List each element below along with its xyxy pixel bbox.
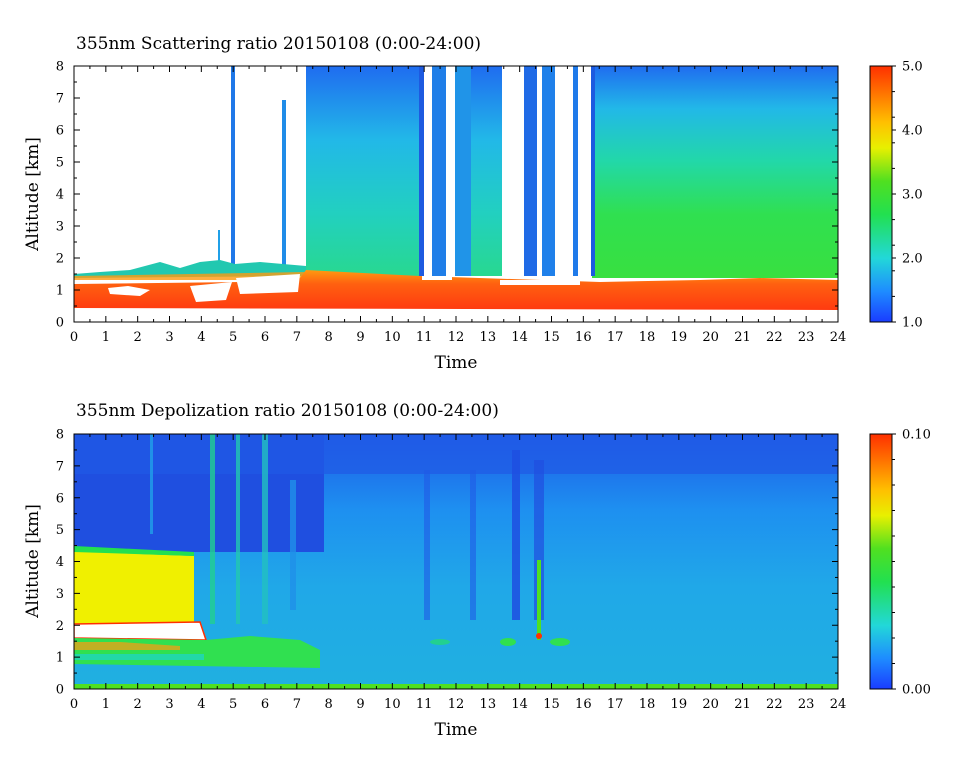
- x-tick-label: 19: [671, 330, 688, 345]
- x-axis-label: Time: [435, 720, 478, 740]
- x-tick-label: 16: [575, 330, 592, 345]
- x-tick-label: 8: [325, 330, 333, 345]
- depolarization-ratio-panel: 355nm Depolization ratio 20150108 (0:00-…: [23, 401, 931, 740]
- x-tick-label: 18: [639, 330, 656, 345]
- x-tick-label: 4: [197, 697, 205, 712]
- x-tick-label: 7: [293, 330, 301, 345]
- x-tick-label: 24: [830, 697, 847, 712]
- x-tick-label: 17: [607, 330, 624, 345]
- x-tick-label: 10: [384, 697, 401, 712]
- y-axis-label: Altitude [km]: [23, 504, 43, 619]
- colorbar-tick-label: 1.0: [902, 316, 923, 331]
- x-tick-label: 21: [734, 697, 751, 712]
- colorbar: 1.0 2.0 3.0 4.0 5.0: [869, 60, 923, 331]
- colorbar-scale: [869, 433, 893, 690]
- chart-title: 355nm Depolization ratio 20150108 (0:00-…: [76, 401, 499, 421]
- y-tick-label: 0: [56, 683, 64, 698]
- y-tick-label: 2: [56, 619, 64, 634]
- colorbar-tick-label: 4.0: [902, 124, 923, 139]
- x-tick-label: 14: [511, 330, 528, 345]
- x-tick-label: 1: [102, 697, 110, 712]
- x-tick-label: 20: [702, 330, 719, 345]
- x-tick-label: 22: [766, 330, 783, 345]
- x-tick-label: 16: [575, 697, 592, 712]
- x-tick-label: 9: [356, 697, 364, 712]
- colorbar-ticks: 1.0 2.0 3.0 4.0 5.0: [892, 60, 923, 331]
- x-tick-label: 6: [261, 330, 269, 345]
- axes: 0 1 2 3 4 5 6 7 8 9 10 11 12 13 14 15 16 17 18 19 20 21 22 23 24…: [56, 60, 847, 346]
- y-tick-label: 7: [56, 459, 64, 474]
- colorbar-tick-label: 3.0: [902, 188, 923, 203]
- x-tick-label: 15: [543, 330, 560, 345]
- x-tick-label: 11: [416, 697, 433, 712]
- x-tick-label: 13: [480, 697, 497, 712]
- y-tick-label: 0: [56, 316, 64, 331]
- x-tick-label: 20: [702, 697, 719, 712]
- colorbar-ticks: 0.00 0.10: [892, 428, 931, 698]
- x-axis-label: Time: [435, 353, 478, 373]
- colorbar-tick-label: 5.0: [902, 60, 923, 75]
- x-tick-label: 22: [766, 697, 783, 712]
- axes: 0 1 2 3 4 5 6 7 8 9 10 11 12 13 14 15 16 17 18 19 20 21 22 23 24…: [56, 428, 847, 713]
- y-tick-label: 1: [56, 651, 64, 666]
- heatmap-field: [74, 66, 838, 322]
- scattering-ratio-panel: 355nm Scattering ratio 20150108 (0:00-24…: [23, 34, 923, 373]
- x-tick-label: 14: [511, 697, 528, 712]
- y-tick-label: 6: [56, 124, 64, 139]
- x-tick-label: 8: [325, 697, 333, 712]
- colorbar-scale: [869, 65, 893, 323]
- x-tick-label: 23: [798, 697, 815, 712]
- colorbar: 0.00 0.10: [869, 428, 931, 698]
- x-tick-label: 23: [798, 330, 815, 345]
- x-tick-label: 10: [384, 330, 401, 345]
- x-tick-label: 24: [830, 330, 847, 345]
- y-tick-label: 5: [56, 523, 64, 538]
- y-tick-label: 4: [56, 188, 64, 203]
- x-tick-label: 18: [639, 697, 656, 712]
- x-tick-label: 0: [70, 330, 78, 345]
- x-tick-label: 13: [480, 330, 497, 345]
- colorbar-tick-label: 0.00: [902, 683, 931, 698]
- x-tick-label: 5: [229, 330, 237, 345]
- x-tick-label: 19: [671, 697, 688, 712]
- x-tick-label: 5: [229, 697, 237, 712]
- y-tick-label: 8: [56, 60, 64, 75]
- x-tick-label: 0: [70, 697, 78, 712]
- x-tick-label: 1: [102, 330, 110, 345]
- y-tick-label: 8: [56, 428, 64, 443]
- x-tick-label: 12: [448, 697, 465, 712]
- x-tick-label: 2: [134, 330, 142, 345]
- y-tick-label: 7: [56, 92, 64, 107]
- y-tick-label: 3: [56, 587, 64, 602]
- heatmap-field: [74, 434, 838, 689]
- x-tick-label: 15: [543, 697, 560, 712]
- x-tick-label: 2: [134, 697, 142, 712]
- x-tick-label: 6: [261, 697, 269, 712]
- colorbar-tick-label: 2.0: [902, 252, 923, 267]
- x-tick-label: 17: [607, 697, 624, 712]
- x-tick-label: 9: [356, 330, 364, 345]
- y-axis-label: Altitude [km]: [23, 137, 43, 252]
- y-tick-label: 2: [56, 252, 64, 267]
- x-tick-label: 21: [734, 330, 751, 345]
- x-tick-label: 3: [165, 697, 173, 712]
- y-tick-label: 1: [56, 284, 64, 299]
- colorbar-tick-label: 0.10: [902, 428, 931, 443]
- y-tick-label: 6: [56, 491, 64, 506]
- y-tick-label: 4: [56, 555, 64, 570]
- x-tick-label: 12: [448, 330, 465, 345]
- x-tick-label: 4: [197, 330, 205, 345]
- x-tick-label: 11: [416, 330, 433, 345]
- chart-title: 355nm Scattering ratio 20150108 (0:00-24…: [76, 34, 481, 54]
- y-tick-label: 5: [56, 156, 64, 171]
- y-tick-label: 3: [56, 220, 64, 235]
- x-tick-label: 7: [293, 697, 301, 712]
- x-tick-label: 3: [165, 330, 173, 345]
